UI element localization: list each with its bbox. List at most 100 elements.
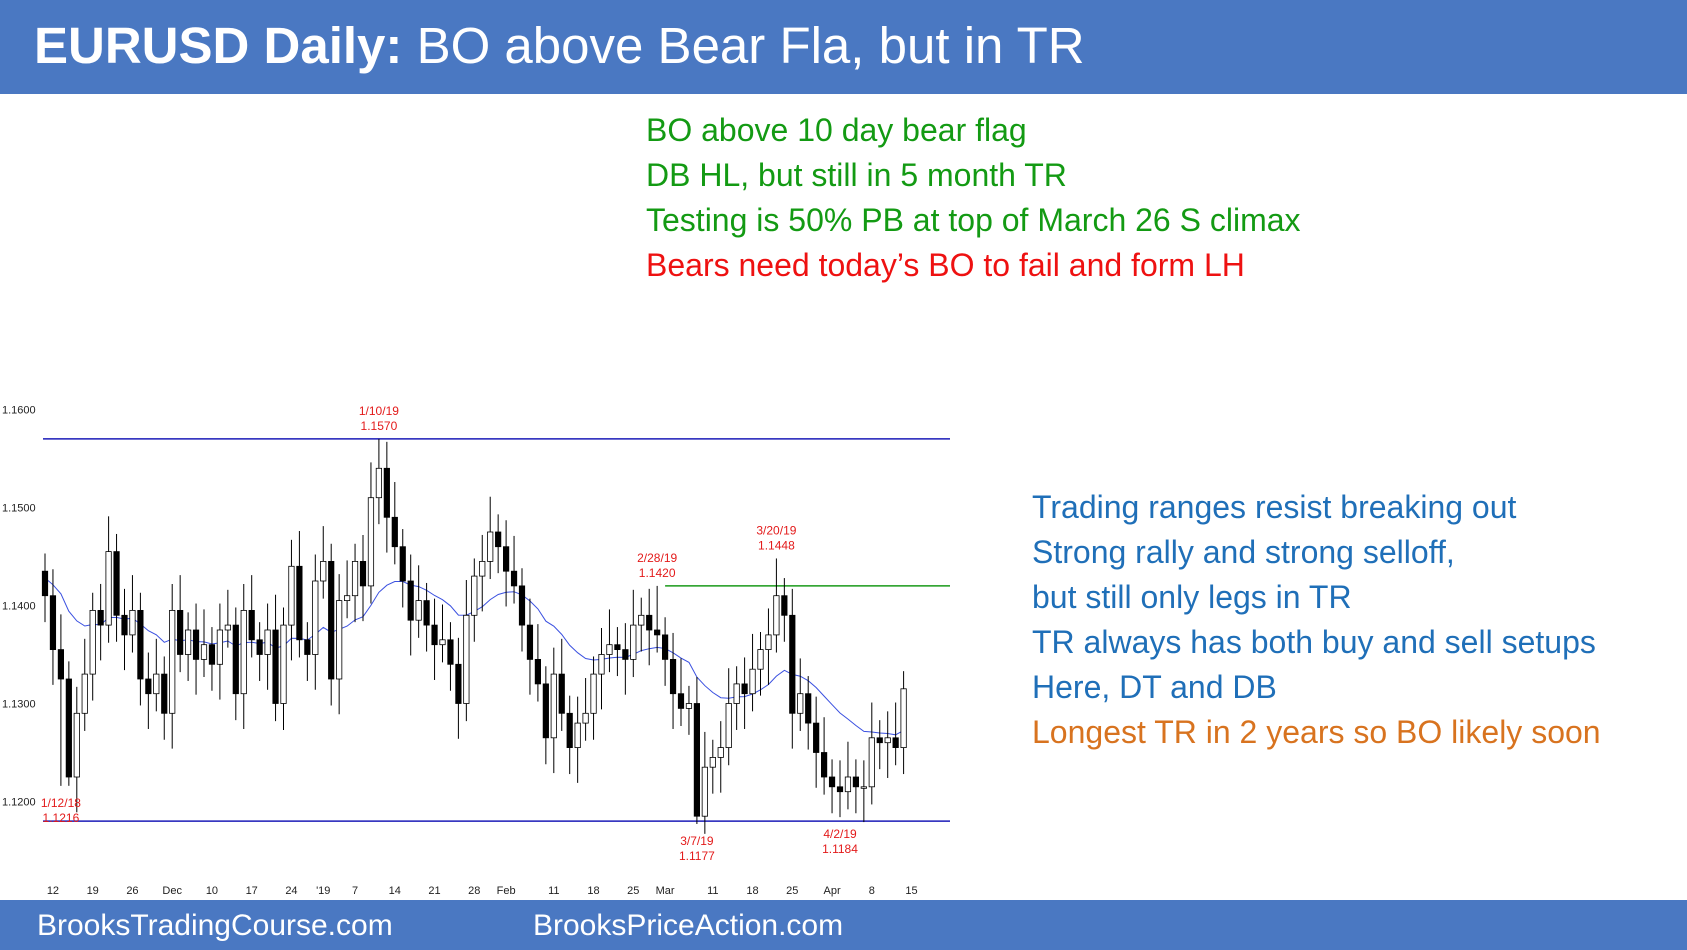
title-rest: BO above Bear Fla, but in TR bbox=[402, 17, 1085, 74]
y-tick-label: 1.1500 bbox=[2, 503, 36, 515]
candle-body bbox=[765, 634, 772, 650]
x-tick-label: 11 bbox=[548, 885, 559, 897]
note-right-2: Strong rally and strong selloff, bbox=[1032, 534, 1455, 570]
candle-body bbox=[455, 663, 462, 704]
header-bar bbox=[0, 0, 1687, 94]
candle-body bbox=[256, 639, 263, 655]
candle-body bbox=[129, 609, 136, 636]
candle-body bbox=[81, 673, 88, 714]
note-right-5: Here, DT and DB bbox=[1032, 669, 1277, 705]
footer-bar: BrooksTradingCourse.com BrooksPriceActio… bbox=[0, 900, 1687, 950]
candle-body bbox=[836, 786, 844, 793]
candle-body bbox=[240, 609, 247, 695]
candle-body bbox=[574, 722, 581, 749]
candle-body bbox=[701, 766, 708, 817]
candle-body bbox=[248, 609, 255, 641]
candle-body bbox=[479, 560, 486, 577]
candle-body bbox=[757, 649, 764, 670]
candle-body bbox=[407, 580, 414, 621]
candle-body bbox=[121, 614, 128, 636]
note-right-4: TR always has both buy and sell setups bbox=[1032, 624, 1596, 660]
note-top-1: BO above 10 day bear flag bbox=[646, 112, 1027, 148]
low-jan-12-date: 1/12/18 bbox=[41, 796, 81, 810]
candle-body bbox=[65, 678, 72, 778]
candle-body bbox=[208, 644, 216, 665]
candle-body bbox=[399, 546, 406, 582]
y-tick-label: 1.1300 bbox=[2, 699, 36, 711]
candle-body bbox=[646, 614, 653, 631]
x-tick-label: 14 bbox=[389, 885, 401, 897]
candle-body bbox=[391, 516, 398, 548]
candle-body bbox=[558, 673, 565, 714]
candle-body bbox=[232, 624, 239, 695]
x-tick-label: 10 bbox=[206, 885, 218, 897]
candle-body bbox=[654, 629, 661, 636]
candlestick-chart: 1.1600 1.1500 1.1400 1.1300 1.1200 12 19 26 Dec 1… bbox=[2, 404, 950, 897]
candle-body bbox=[638, 614, 645, 626]
candle-body bbox=[487, 531, 494, 562]
note-right-6: Longest TR in 2 years so BO likely soon bbox=[1032, 714, 1601, 750]
candle-body bbox=[709, 756, 716, 768]
candle-body bbox=[439, 639, 446, 646]
high-feb-28-price: 1.1420 bbox=[639, 566, 676, 580]
x-tick-label: 18 bbox=[587, 885, 599, 897]
footer-link-right[interactable]: BrooksPriceAction.com bbox=[533, 909, 844, 942]
candle-body bbox=[328, 560, 335, 680]
candle-body bbox=[336, 600, 343, 680]
candle-body bbox=[725, 703, 732, 748]
candle-body bbox=[693, 703, 701, 817]
low-apr-2-price: 1.1184 bbox=[822, 842, 858, 856]
candle-body bbox=[177, 609, 184, 655]
candle-body bbox=[789, 614, 796, 714]
candle-body bbox=[343, 595, 351, 601]
candle-body bbox=[137, 609, 144, 680]
x-tick-label: 18 bbox=[746, 885, 758, 897]
candle-body bbox=[844, 776, 852, 793]
candle-body bbox=[153, 673, 160, 695]
candle-body bbox=[518, 585, 526, 626]
x-tick-label: '19 bbox=[316, 885, 330, 897]
candle-body bbox=[49, 595, 57, 650]
candle-body bbox=[423, 600, 430, 626]
x-tick-label: Apr bbox=[823, 885, 840, 897]
candle-body bbox=[169, 609, 176, 714]
footer-link-left[interactable]: BrooksTradingCourse.com bbox=[37, 909, 393, 942]
candle-body bbox=[447, 639, 454, 665]
candle-body bbox=[534, 658, 542, 685]
candle-body bbox=[57, 649, 65, 680]
commentary-top: BO above 10 day bear flag DB HL, but stil… bbox=[646, 108, 1301, 288]
x-tick-label: 26 bbox=[126, 885, 138, 897]
candle-body bbox=[296, 565, 303, 641]
y-tick-label: 1.1400 bbox=[2, 601, 36, 613]
candle-body bbox=[717, 747, 724, 758]
candle-body bbox=[821, 752, 828, 778]
candle-body bbox=[749, 668, 756, 695]
candle-body bbox=[224, 624, 231, 631]
candle-body bbox=[89, 609, 96, 675]
candle-body bbox=[264, 629, 271, 655]
candle-body bbox=[463, 614, 470, 704]
candle-body bbox=[216, 629, 223, 665]
candle-body bbox=[161, 673, 168, 714]
candle-body bbox=[662, 634, 669, 660]
x-tick-label: 28 bbox=[468, 885, 480, 897]
note-right-3: but still only legs in TR bbox=[1032, 579, 1352, 615]
candle-body bbox=[550, 673, 557, 739]
note-top-2: DB HL, but still in 5 month TR bbox=[646, 157, 1067, 193]
high-feb-28-date: 2/28/19 bbox=[637, 551, 677, 565]
candle-body bbox=[868, 737, 875, 788]
high-jan-10-price: 1.1570 bbox=[361, 419, 398, 433]
x-tick-label: Dec bbox=[162, 885, 182, 897]
candle-body bbox=[383, 467, 390, 518]
candle-body bbox=[184, 629, 192, 655]
x-tick-label: 8 bbox=[869, 885, 875, 897]
candle-body bbox=[685, 703, 693, 709]
candle-body bbox=[192, 629, 200, 660]
candle-body bbox=[272, 629, 279, 704]
candle-body bbox=[367, 497, 375, 587]
candle-body bbox=[781, 595, 788, 616]
candle-body bbox=[773, 595, 780, 636]
candle-body bbox=[852, 776, 860, 788]
x-tick-label: Mar bbox=[656, 885, 675, 897]
low-mar-7-price: 1.1177 bbox=[679, 849, 715, 863]
